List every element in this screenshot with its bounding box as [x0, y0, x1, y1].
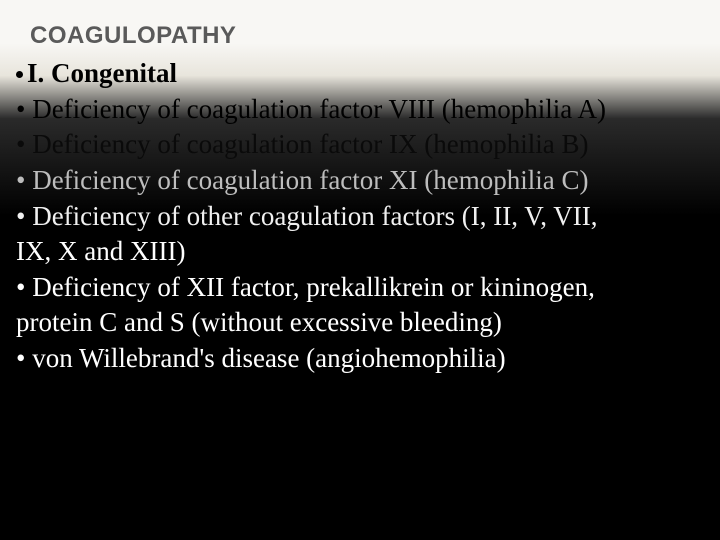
list-item: • Deficiency of other coagulation factor… [16, 199, 704, 235]
line-text: protein C and S (without excessive bleed… [16, 307, 502, 337]
line-text: Deficiency of XII factor, prekallikrein … [32, 272, 595, 302]
list-item: • Deficiency of coagulation factor XI (h… [16, 163, 704, 199]
slide-content: I. Congenital • Deficiency of coagulatio… [16, 56, 704, 377]
list-item: • Deficiency of XII factor, prekallikrei… [16, 270, 704, 306]
slide-title: COAGULOPATHY [30, 22, 704, 50]
bullet-char: • [16, 343, 32, 373]
list-item: I. Congenital [16, 56, 704, 92]
bullet-char: • [16, 201, 32, 231]
list-item: • Deficiency of coagulation factor IX (h… [16, 127, 704, 163]
line-text: IX, X and XIII) [16, 236, 185, 266]
list-item: • von Willebrand's disease (angiohemophi… [16, 341, 704, 377]
bullet-char: • [16, 272, 32, 302]
bullet-char: • [16, 129, 32, 159]
bullet-char: • [16, 165, 32, 195]
line-text: Deficiency of coagulation factor IX (hem… [32, 129, 588, 159]
bullet-char: • [16, 94, 32, 124]
line-text: Deficiency of coagulation factor VIII (h… [32, 94, 606, 124]
list-item: protein C and S (without excessive bleed… [16, 305, 704, 341]
line-text: Deficiency of coagulation factor XI (hem… [32, 165, 588, 195]
bullet-icon [16, 71, 23, 78]
list-item: • Deficiency of coagulation factor VIII … [16, 92, 704, 128]
list-item: IX, X and XIII) [16, 234, 704, 270]
line-text: I. Congenital [27, 58, 177, 88]
slide: COAGULOPATHY I. Congenital • Deficiency … [0, 0, 720, 540]
line-text: Deficiency of other coagulation factors … [32, 201, 597, 231]
line-text: von Willebrand's disease (angiohemophili… [32, 343, 505, 373]
